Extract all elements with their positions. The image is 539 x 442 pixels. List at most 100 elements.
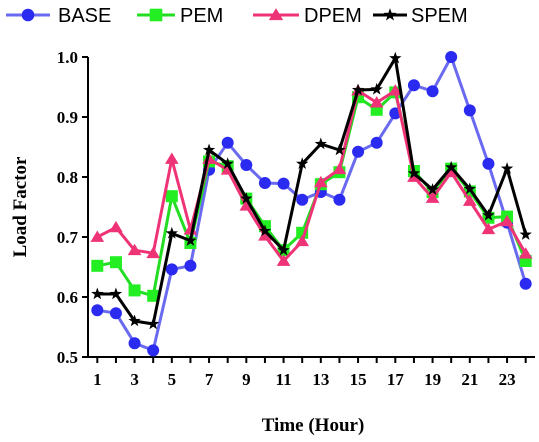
data-point bbox=[184, 259, 197, 272]
y-tick-label: 0.7 bbox=[57, 228, 79, 247]
data-point bbox=[370, 136, 383, 149]
series-spem bbox=[91, 51, 532, 330]
data-point bbox=[313, 175, 328, 188]
data-point bbox=[146, 246, 161, 259]
data-point bbox=[425, 191, 440, 203]
data-point bbox=[463, 182, 476, 195]
x-tick-label: 7 bbox=[205, 370, 214, 389]
data-point bbox=[333, 193, 346, 206]
data-point bbox=[268, 8, 284, 21]
data-point bbox=[147, 289, 160, 302]
data-point bbox=[500, 214, 514, 227]
data-point bbox=[239, 199, 254, 211]
y-axis-title: Load Factor bbox=[10, 156, 31, 257]
legend-label: SPEM bbox=[411, 5, 468, 27]
data-point bbox=[258, 177, 271, 189]
data-point bbox=[463, 104, 476, 117]
data-point bbox=[481, 222, 496, 235]
data-point bbox=[165, 226, 178, 239]
data-point bbox=[147, 317, 160, 330]
data-point bbox=[91, 259, 104, 272]
y-tick-label: 0.5 bbox=[57, 348, 78, 367]
data-point bbox=[295, 234, 310, 247]
data-point bbox=[149, 8, 163, 22]
legend-item-dpem: DPEM bbox=[253, 5, 362, 27]
data-point bbox=[109, 287, 123, 300]
data-point bbox=[258, 224, 272, 237]
data-point bbox=[21, 8, 35, 22]
x-tick-label: 5 bbox=[168, 370, 177, 389]
data-point bbox=[127, 243, 142, 256]
data-point bbox=[500, 162, 514, 174]
data-point bbox=[444, 165, 459, 178]
x-tick-label: 21 bbox=[461, 370, 478, 389]
data-point bbox=[109, 256, 122, 269]
legend-label: DPEM bbox=[304, 5, 362, 27]
legend-item-spem: SPEM bbox=[373, 5, 468, 27]
data-point bbox=[277, 177, 290, 190]
x-ticks: 1 3 5 7 9 11 13 15 17 19 21 23 bbox=[93, 357, 527, 389]
data-point bbox=[369, 96, 384, 108]
data-point bbox=[519, 277, 532, 290]
data-point bbox=[351, 83, 365, 96]
legend-label: BASE bbox=[58, 5, 111, 27]
data-point bbox=[90, 230, 105, 242]
data-point bbox=[221, 136, 234, 149]
x-tick-label: 13 bbox=[312, 370, 329, 389]
series-layer bbox=[90, 51, 533, 357]
data-point bbox=[407, 166, 421, 179]
x-tick-label: 11 bbox=[276, 370, 292, 389]
data-point bbox=[332, 162, 347, 175]
data-point bbox=[109, 220, 123, 233]
data-point bbox=[164, 152, 179, 164]
data-point bbox=[183, 223, 198, 235]
legend-item-base: BASE bbox=[6, 5, 111, 27]
series-line bbox=[96, 89, 527, 263]
data-point bbox=[296, 157, 309, 170]
legend-item-pem: PEM bbox=[137, 5, 223, 27]
data-point bbox=[426, 183, 439, 195]
data-point bbox=[165, 190, 178, 203]
data-point bbox=[482, 208, 495, 221]
data-point bbox=[370, 82, 383, 95]
data-point bbox=[184, 234, 197, 246]
data-point bbox=[277, 243, 290, 256]
data-point bbox=[519, 228, 532, 240]
x-tick-label: 3 bbox=[130, 370, 139, 389]
data-point bbox=[333, 143, 346, 156]
data-point bbox=[165, 263, 178, 276]
y-tick-label: 1.0 bbox=[57, 48, 78, 67]
legend: BASE PEM DPEM SPEM bbox=[6, 5, 468, 27]
x-tick-label: 19 bbox=[424, 370, 441, 389]
x-tick-label: 1 bbox=[93, 370, 102, 389]
data-point bbox=[407, 79, 420, 92]
y-tick-label: 0.9 bbox=[57, 108, 78, 127]
data-point bbox=[91, 304, 104, 317]
legend-label: PEM bbox=[180, 5, 223, 27]
x-tick-label: 9 bbox=[242, 370, 251, 389]
data-point bbox=[128, 284, 141, 297]
x-tick-label: 23 bbox=[499, 370, 516, 389]
x-tick-label: 15 bbox=[350, 370, 367, 389]
data-point bbox=[352, 145, 365, 158]
data-point bbox=[407, 170, 421, 182]
y-tick-label: 0.6 bbox=[57, 288, 78, 307]
data-point bbox=[91, 287, 104, 300]
series-dpem bbox=[90, 84, 533, 266]
data-point bbox=[202, 143, 216, 156]
data-point bbox=[109, 307, 122, 320]
y-ticks: 0.5 0.6 0.7 0.8 0.9 1.0 bbox=[57, 48, 88, 367]
series-line bbox=[97, 55, 528, 352]
data-point bbox=[240, 192, 253, 204]
data-point bbox=[445, 51, 458, 63]
axes bbox=[87, 57, 535, 358]
data-point bbox=[128, 337, 141, 350]
data-point bbox=[462, 194, 477, 206]
data-point bbox=[240, 159, 253, 171]
y-tick-label: 0.8 bbox=[57, 168, 78, 187]
series-line bbox=[97, 90, 528, 298]
data-point bbox=[482, 157, 495, 170]
data-point bbox=[258, 229, 272, 241]
x-tick-label: 17 bbox=[387, 370, 405, 389]
